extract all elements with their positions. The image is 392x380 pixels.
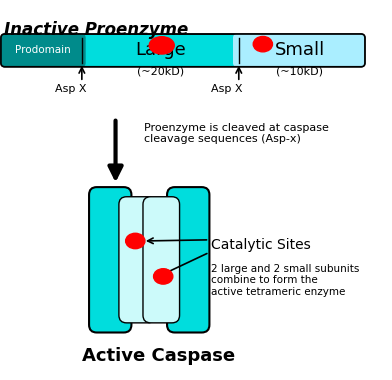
- Ellipse shape: [126, 233, 145, 249]
- Text: Small: Small: [275, 41, 325, 59]
- Ellipse shape: [154, 269, 173, 284]
- Text: 2 large and 2 small subunits
combine to form the
active tetrameric enzyme: 2 large and 2 small subunits combine to …: [211, 264, 360, 297]
- Text: Inactive Proenzyme: Inactive Proenzyme: [4, 21, 188, 38]
- Text: (~10kD): (~10kD): [276, 67, 323, 77]
- Text: Prodomain: Prodomain: [15, 45, 71, 55]
- Ellipse shape: [253, 36, 272, 52]
- FancyBboxPatch shape: [143, 197, 180, 323]
- FancyBboxPatch shape: [119, 197, 156, 323]
- FancyBboxPatch shape: [233, 34, 365, 67]
- FancyBboxPatch shape: [1, 34, 365, 67]
- FancyBboxPatch shape: [167, 187, 209, 332]
- Text: (~20kD): (~20kD): [137, 67, 184, 77]
- Text: Proenzyme is cleaved at caspase
cleavage sequences (Asp-x): Proenzyme is cleaved at caspase cleavage…: [144, 123, 329, 144]
- Text: Asp X: Asp X: [54, 84, 86, 94]
- FancyBboxPatch shape: [1, 34, 86, 67]
- Ellipse shape: [149, 37, 174, 54]
- Text: Asp X: Asp X: [211, 84, 243, 94]
- Text: Catalytic Sites: Catalytic Sites: [211, 238, 311, 252]
- FancyBboxPatch shape: [89, 187, 131, 332]
- Text: Large: Large: [135, 41, 186, 59]
- Text: Active Caspase: Active Caspase: [82, 347, 236, 365]
